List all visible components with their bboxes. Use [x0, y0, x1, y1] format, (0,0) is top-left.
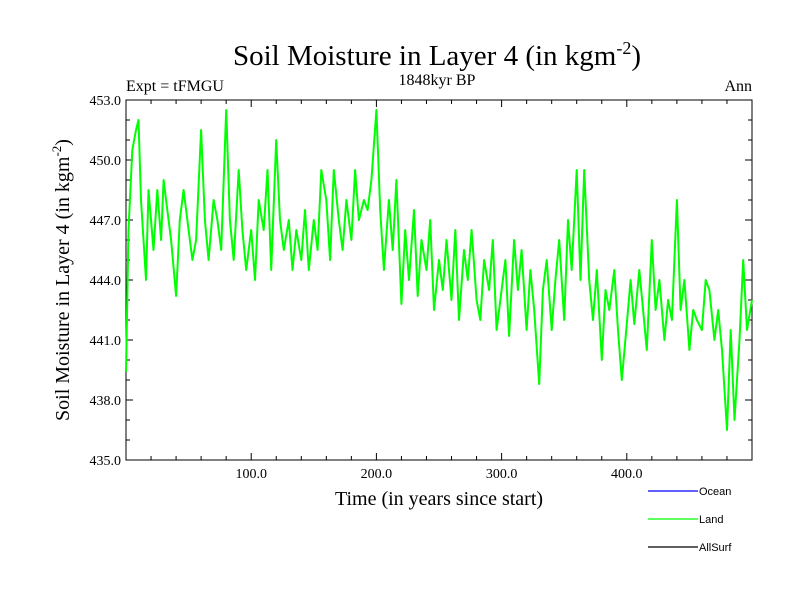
subtitle-season: Ann: [724, 78, 752, 95]
legend: Ocean Land AllSurf: [648, 486, 732, 554]
y-tick-label: 444.0: [90, 274, 122, 289]
chart-title: Soil Moisture in Layer 4 (in kgm-2): [233, 38, 641, 72]
y-tick-label: 453.0: [90, 94, 122, 109]
y-tick-label: 450.0: [90, 154, 122, 169]
x-tick-label: 200.0: [361, 467, 393, 482]
y-tick-label: 441.0: [90, 334, 122, 349]
subtitle-period: 1848kyr BP: [399, 72, 476, 89]
x-tick-label: 300.0: [486, 467, 518, 482]
y-tick-label: 447.0: [90, 214, 122, 229]
legend-label-ocean: Ocean: [699, 486, 731, 498]
legend-label-land: Land: [699, 514, 723, 526]
x-axis-label: Time (in years since start): [335, 488, 543, 510]
x-tick-label: 400.0: [611, 467, 643, 482]
x-tick-label: 100.0: [235, 467, 267, 482]
series-layer: [125, 109, 753, 431]
y-axis-label: Soil Moisture in Layer 4 (in kgm-2): [49, 139, 74, 421]
subtitle-experiment: Expt = tFMGU: [126, 78, 224, 95]
x-axis: 100.0 200.0 300.0 400.0: [150, 100, 728, 482]
series-line-land: [125, 109, 753, 431]
y-tick-label: 438.0: [90, 394, 122, 409]
y-tick-label: 435.0: [90, 454, 122, 469]
y-axis: 435.0 438.0 441.0 444.0 447.0 450.0 453.0: [90, 94, 752, 469]
legend-label-allsurf: AllSurf: [699, 542, 732, 554]
plot-frame: [125, 99, 753, 461]
